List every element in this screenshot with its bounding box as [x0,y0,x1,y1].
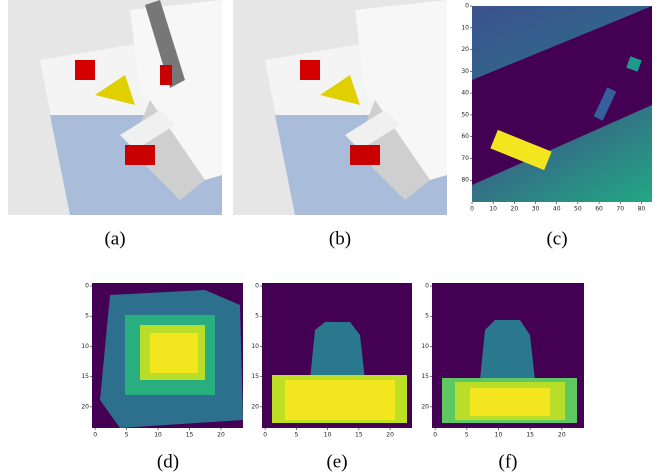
y-tick-label: 15 [81,373,89,380]
y-tick-label: 20 [461,46,469,53]
y-tick-label: 10 [251,343,259,350]
y-tick-label: 0 [465,3,469,10]
y-tick-label: 5 [255,313,259,320]
heatmap-f [432,283,584,428]
y-tick-label: 20 [251,403,259,410]
x-tick-label: 30 [532,206,540,213]
x-tick-label: 5 [125,432,129,439]
y-tick-label: 15 [251,373,259,380]
x-tick-label: 15 [526,432,534,439]
x-tick-label: 15 [186,432,194,439]
y-tick-label: 0 [255,283,259,290]
y-tick-label: 40 [461,90,469,97]
y-tick-label: 80 [461,177,469,184]
x-tick-label: 5 [294,432,298,439]
x-tick-label: 20 [386,432,394,439]
y-tick-label: 20 [421,403,429,410]
x-tick-label: 10 [154,432,162,439]
x-tick-label: 0 [433,432,437,439]
x-tick-label: 10 [495,432,503,439]
x-tick-label: 20 [511,206,519,213]
x-tick-label: 10 [324,432,332,439]
x-tick-label: 0 [470,206,474,213]
x-tick-label: 0 [263,432,267,439]
x-tick-label: 5 [465,432,469,439]
figure: (a) (b) (c) (d) (e) (f) 0102030405060708… [0,0,657,474]
y-tick-label: 0 [85,283,89,290]
x-tick-label: 40 [553,206,561,213]
caption: (a) [104,228,125,249]
y-tick-label: 10 [461,24,469,31]
x-tick-label: 0 [93,432,97,439]
x-tick-label: 20 [217,432,225,439]
x-tick-label: 10 [489,206,497,213]
y-tick-label: 10 [81,343,89,350]
x-tick-label: 60 [595,206,603,213]
caption: (d) [157,451,179,472]
caption: (f) [499,451,518,472]
x-tick-label: 80 [638,206,646,213]
x-tick-label: 70 [616,206,624,213]
caption: (b) [329,228,351,249]
y-tick-label: 5 [425,313,429,320]
y-tick-label: 50 [461,111,469,118]
caption: (c) [546,228,567,249]
y-tick-label: 60 [461,133,469,140]
heatmap-d [92,283,243,428]
heatmap-c [472,6,652,202]
y-tick-label: 20 [81,403,89,410]
render-a [8,0,222,215]
y-tick-label: 10 [421,343,429,350]
x-tick-label: 50 [574,206,582,213]
heatmap-e [262,283,412,428]
y-tick-label: 70 [461,155,469,162]
render-b [233,0,447,215]
y-tick-label: 0 [425,283,429,290]
y-tick-label: 5 [85,313,89,320]
y-tick-label: 15 [421,373,429,380]
y-tick-label: 30 [461,68,469,75]
x-tick-label: 20 [558,432,566,439]
x-tick-label: 15 [355,432,363,439]
caption: (e) [326,451,347,472]
